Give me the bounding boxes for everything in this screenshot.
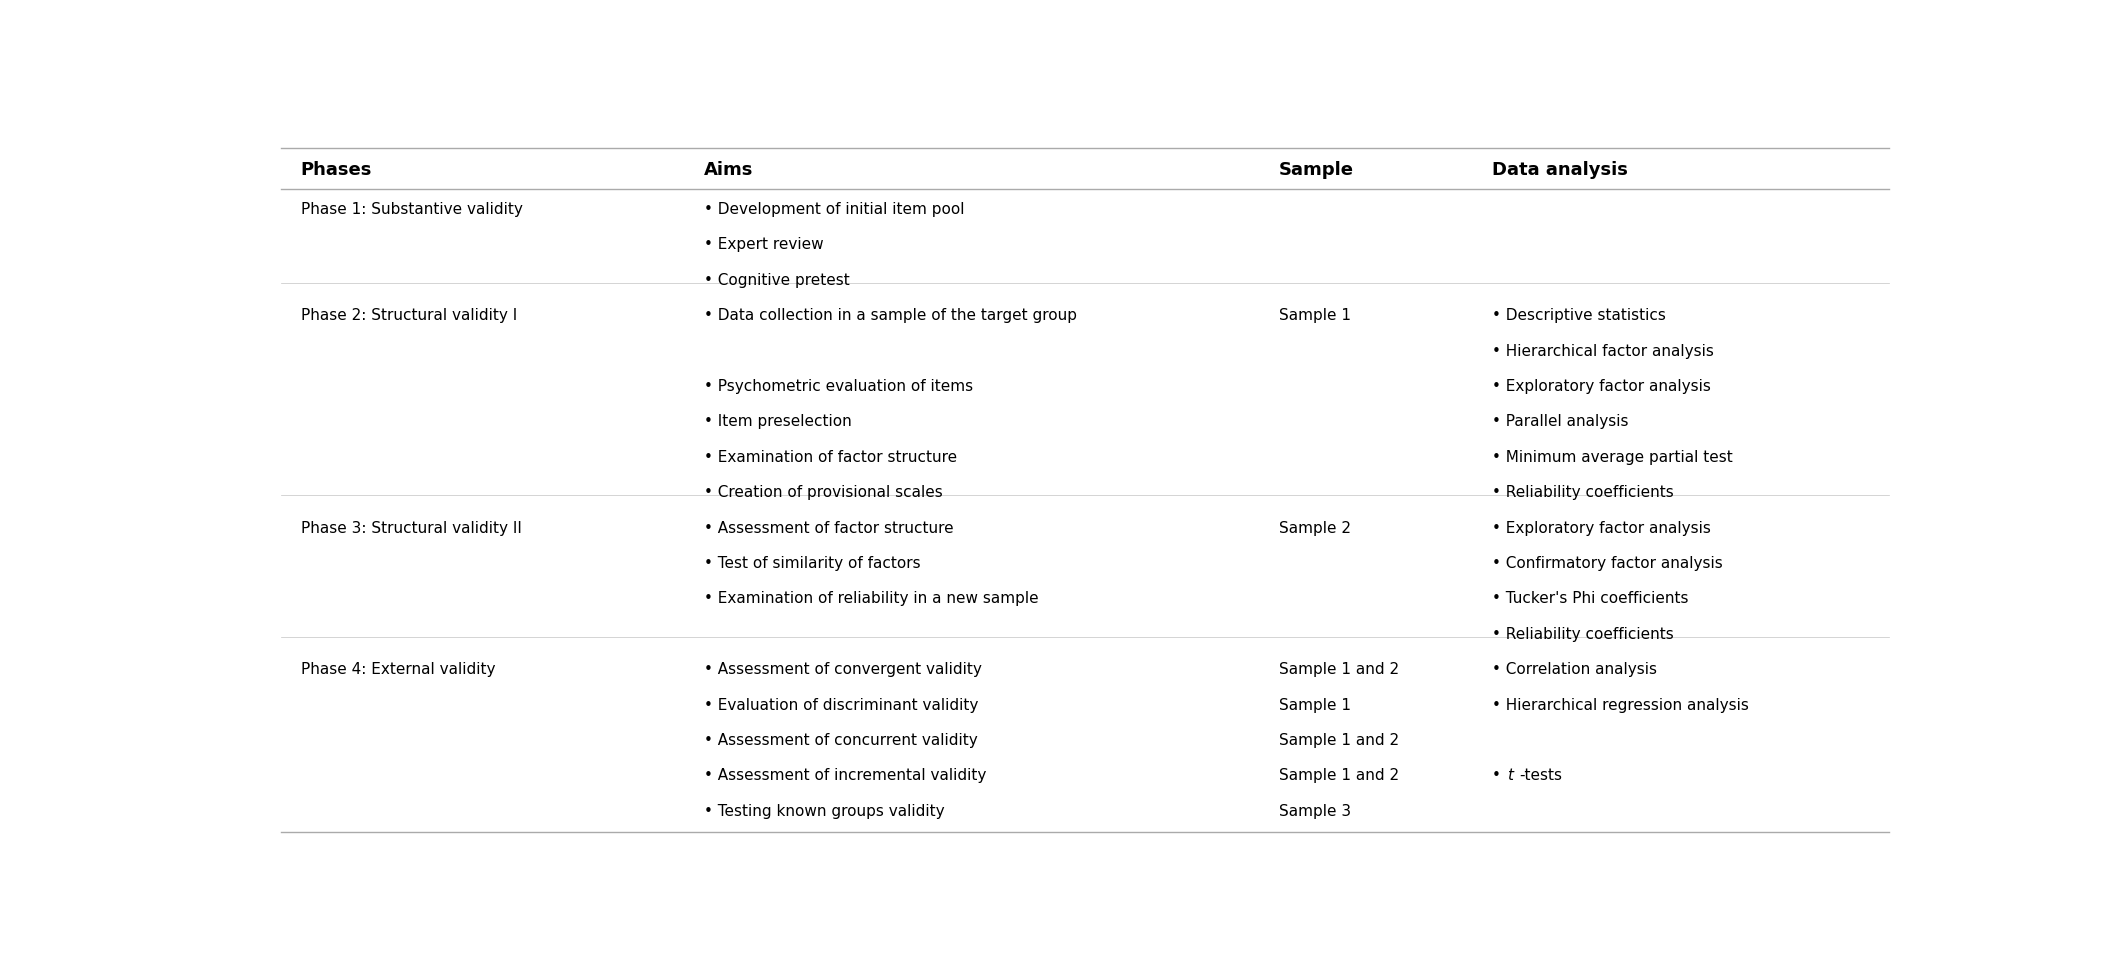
Text: • Reliability coefficients: • Reliability coefficients <box>1492 627 1675 642</box>
Text: • Tucker's Phi coefficients: • Tucker's Phi coefficients <box>1492 591 1689 606</box>
Text: • Assessment of incremental validity: • Assessment of incremental validity <box>705 768 987 784</box>
Text: • Test of similarity of factors: • Test of similarity of factors <box>705 556 921 571</box>
Text: Phases: Phases <box>301 161 373 179</box>
Text: • Assessment of factor structure: • Assessment of factor structure <box>705 520 955 536</box>
Text: • Minimum average partial test: • Minimum average partial test <box>1492 449 1732 465</box>
Text: • Exploratory factor analysis: • Exploratory factor analysis <box>1492 379 1711 394</box>
Text: Sample: Sample <box>1279 161 1353 179</box>
Text: Phase 1: Substantive validity: Phase 1: Substantive validity <box>301 202 523 217</box>
Text: • Examination of factor structure: • Examination of factor structure <box>705 449 957 465</box>
Text: • Cognitive pretest: • Cognitive pretest <box>705 273 851 287</box>
Text: • Exploratory factor analysis: • Exploratory factor analysis <box>1492 520 1711 536</box>
Text: t: t <box>1507 768 1514 784</box>
Text: Sample 1 and 2: Sample 1 and 2 <box>1279 662 1399 677</box>
Text: Sample 2: Sample 2 <box>1279 520 1351 536</box>
Text: • Development of initial item pool: • Development of initial item pool <box>705 202 965 217</box>
Text: • Confirmatory factor analysis: • Confirmatory factor analysis <box>1492 556 1723 571</box>
Text: Sample 1: Sample 1 <box>1279 697 1351 713</box>
Text: • Parallel analysis: • Parallel analysis <box>1492 414 1628 429</box>
Text: Sample 1 and 2: Sample 1 and 2 <box>1279 733 1399 748</box>
Text: • Assessment of convergent validity: • Assessment of convergent validity <box>705 662 982 677</box>
Text: Phase 4: External validity: Phase 4: External validity <box>301 662 495 677</box>
Text: Sample 1: Sample 1 <box>1279 308 1351 323</box>
Text: • Correlation analysis: • Correlation analysis <box>1492 662 1658 677</box>
Text: • Item preselection: • Item preselection <box>705 414 851 429</box>
Text: Phase 3: Structural validity II: Phase 3: Structural validity II <box>301 520 521 536</box>
Text: • Expert review: • Expert review <box>705 238 824 252</box>
Text: •: • <box>1492 768 1505 784</box>
Text: • Assessment of concurrent validity: • Assessment of concurrent validity <box>705 733 978 748</box>
Text: Data analysis: Data analysis <box>1492 161 1628 179</box>
Text: • Data collection in a sample of the target group: • Data collection in a sample of the tar… <box>705 308 1078 323</box>
Text: • Psychometric evaluation of items: • Psychometric evaluation of items <box>705 379 974 394</box>
Text: Phase 2: Structural validity I: Phase 2: Structural validity I <box>301 308 517 323</box>
Text: • Hierarchical regression analysis: • Hierarchical regression analysis <box>1492 697 1749 713</box>
Text: • Creation of provisional scales: • Creation of provisional scales <box>705 485 942 500</box>
Text: Sample 3: Sample 3 <box>1279 804 1351 819</box>
Text: -tests: -tests <box>1518 768 1562 784</box>
Text: • Reliability coefficients: • Reliability coefficients <box>1492 485 1675 500</box>
Text: Sample 1 and 2: Sample 1 and 2 <box>1279 768 1399 784</box>
Text: • Evaluation of discriminant validity: • Evaluation of discriminant validity <box>705 697 978 713</box>
Text: Aims: Aims <box>705 161 754 179</box>
Text: • Examination of reliability in a new sample: • Examination of reliability in a new sa… <box>705 591 1039 606</box>
Text: • Testing known groups validity: • Testing known groups validity <box>705 804 944 819</box>
Text: • Hierarchical factor analysis: • Hierarchical factor analysis <box>1492 344 1715 358</box>
Text: • Descriptive statistics: • Descriptive statistics <box>1492 308 1666 323</box>
